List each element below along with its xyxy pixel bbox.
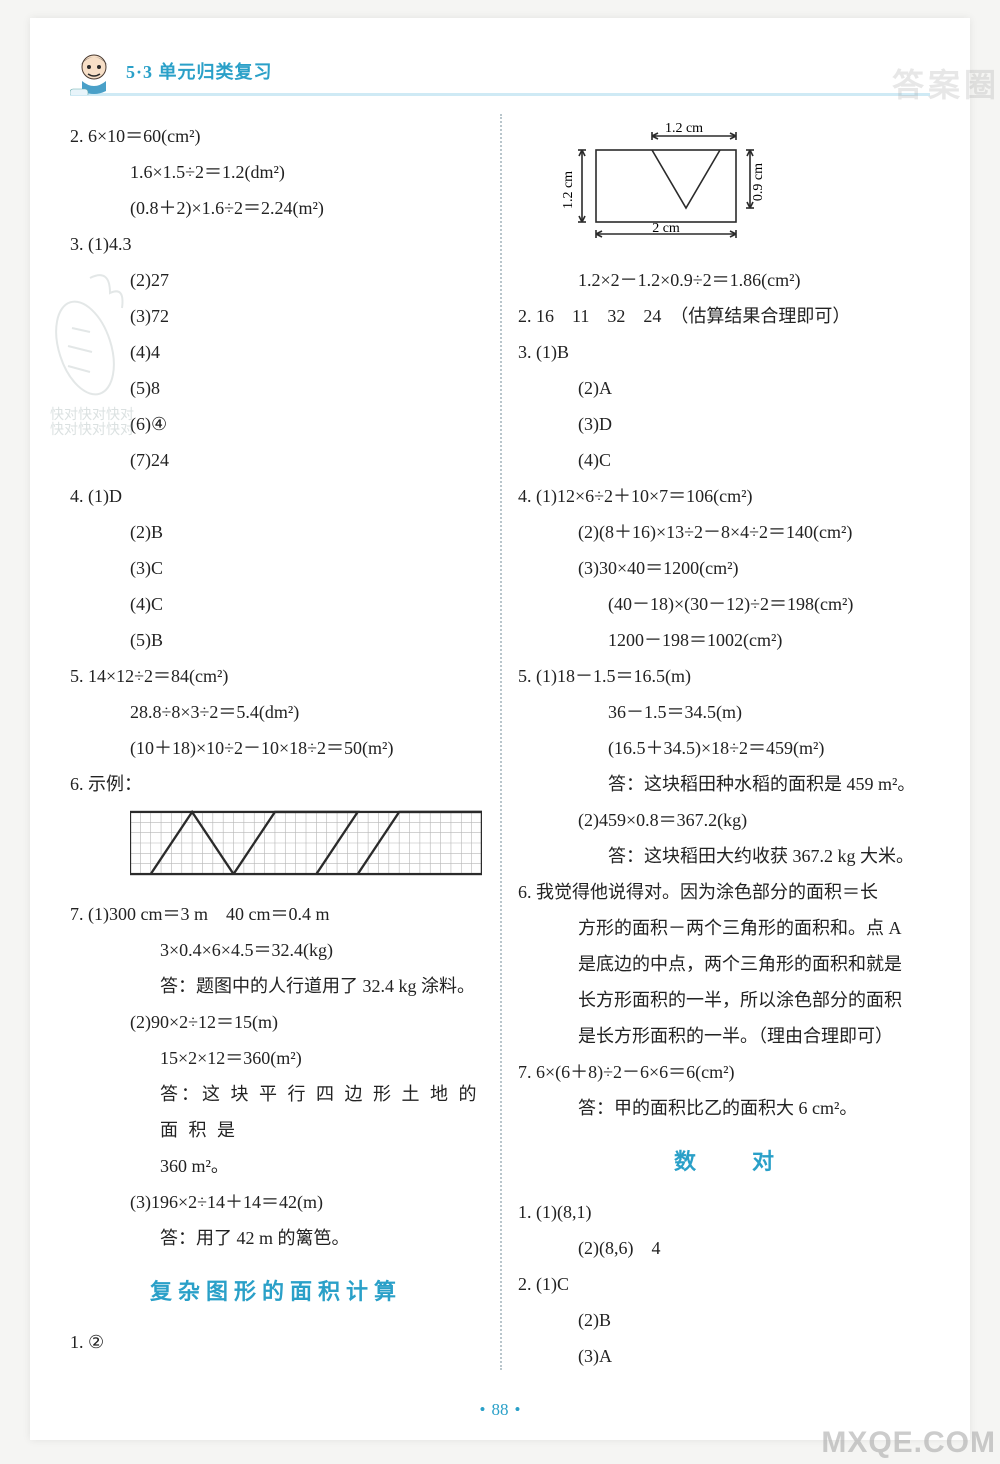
- b-q2-head: 2. (1)C: [518, 1266, 930, 1302]
- q2-line: (0.8＋2)×1.6÷2＝2.24(m²): [70, 190, 482, 226]
- q5-line: (10＋18)×10÷2－10×18÷2＝50(m²): [70, 730, 482, 766]
- right-column: 1.2 cm 1.2 cm 0.9 cm 2 cm 1.2×2－1.2×0.9÷…: [500, 118, 930, 1374]
- q7-answer: 答：这 块 平 行 四 边 形 土 地 的 面 积 是: [70, 1076, 482, 1148]
- header-title: 5·3 单元归类复习: [126, 58, 273, 84]
- carrot-text: 快对快对快对: [50, 408, 140, 423]
- q7-answer: 360 m²。: [70, 1148, 482, 1184]
- grid-figure: [130, 808, 482, 890]
- q4-item: (4)C: [70, 586, 482, 622]
- q3-head: 3. (1)4.3: [70, 226, 482, 262]
- q4-item: (2)B: [70, 514, 482, 550]
- b-q1-head: 1. (1)(8,1): [518, 1194, 930, 1230]
- q7-line: 3×0.4×6×4.5＝32.4(kg): [70, 932, 482, 968]
- q5-line: 5. 14×12÷2＝84(cm²): [70, 658, 482, 694]
- r-q3-head: 3. (1)B: [518, 334, 930, 370]
- r-q5-answer: 答：这块稻田种水稻的面积是 459 m²。: [518, 766, 930, 802]
- r-q3-item: (3)D: [518, 406, 930, 442]
- q2-line: 2. 6×10＝60(cm²): [70, 118, 482, 154]
- watermark-top-right: 答案圈: [892, 60, 1000, 106]
- b-q2-item: (3)A: [518, 1338, 930, 1374]
- header-avatar-icon: [70, 47, 118, 95]
- r-q5-line: (16.5＋34.5)×18÷2＝459(m²): [518, 730, 930, 766]
- q5-line: 28.8÷8×3÷2＝5.4(dm²): [70, 694, 482, 730]
- b-q2-item: (2)B: [518, 1302, 930, 1338]
- r-q4-line: 1200－198＝1002(cm²): [518, 622, 930, 658]
- q7-line: (3)196×2÷14＋14＝42(m): [70, 1184, 482, 1220]
- dim-right: 0.9 cm: [751, 163, 766, 201]
- r-q7-line: 7. 6×(6＋8)÷2－6×6＝6(cm²): [518, 1054, 930, 1090]
- q6-label: 6. 示例：: [70, 766, 482, 802]
- q4-item: (3)C: [70, 550, 482, 586]
- r-q3-item: (4)C: [518, 442, 930, 478]
- carrot-watermark: 快对快对快对 快对快对快对: [50, 268, 140, 439]
- dim-bottom: 2 cm: [652, 221, 680, 236]
- r-q3-item: (2)A: [518, 370, 930, 406]
- q4-head: 4. (1)D: [70, 478, 482, 514]
- page: 5·3 单元归类复习 2. 6×10＝60(cm²) 1.6×1.5÷2＝1.2…: [30, 18, 970, 1440]
- q2-line: 1.6×1.5÷2＝1.2(dm²): [70, 154, 482, 190]
- dim-top: 1.2 cm: [665, 122, 703, 136]
- r-q2: 2. 16 11 32 24 （估算结果合理即可）: [518, 298, 930, 334]
- watermark-bottom-right: MXQE.COM: [821, 1426, 996, 1460]
- page-number: 88: [30, 1400, 970, 1420]
- r-q5-line: 5. (1)18－1.5＝16.5(m): [518, 658, 930, 694]
- q7-line: 7. (1)300 cm＝3 m 40 cm＝0.4 m: [70, 896, 482, 932]
- r-q4-line: 4. (1)12×6÷2＋10×7＝106(cm²): [518, 478, 930, 514]
- header-band: 5·3 单元归类复习: [70, 48, 930, 96]
- r-q4-line: (2)(8＋16)×13÷2－8×4÷2＝140(cm²): [518, 514, 930, 550]
- q3-item: (7)24: [70, 442, 482, 478]
- r-q5-line: 36－1.5＝34.5(m): [518, 694, 930, 730]
- r-q5-answer: 答：这块稻田大约收获 367.2 kg 大米。: [518, 838, 930, 874]
- section-title-part: 数: [674, 1149, 696, 1174]
- q7-line: 15×2×12＝360(m²): [70, 1040, 482, 1076]
- carrot-text: 快对快对快对: [50, 423, 140, 438]
- section-title-complex-area: 复杂图形的面积计算: [70, 1270, 482, 1314]
- dim-left: 1.2 cm: [561, 171, 576, 209]
- q4-item: (5)B: [70, 622, 482, 658]
- q7-answer: 答：用了 42 m 的篱笆。: [70, 1220, 482, 1256]
- b-q1-item: (2)(8,6) 4: [518, 1230, 930, 1266]
- section-title-pairs: 数对: [518, 1140, 930, 1184]
- r-q5-line: (2)459×0.8＝367.2(kg): [518, 802, 930, 838]
- q7-answer: 答：题图中的人行道用了 32.4 kg 涂料。: [70, 968, 482, 1004]
- r-q6-line: 长方形面积的一半，所以涂色部分的面积: [518, 982, 930, 1018]
- content-columns: 2. 6×10＝60(cm²) 1.6×1.5÷2＝1.2(dm²) (0.8＋…: [70, 118, 930, 1374]
- q7-line: (2)90×2÷12＝15(m): [70, 1004, 482, 1040]
- r-q6-line: 是底边的中点，两个三角形的面积和就是: [518, 946, 930, 982]
- r-q6-line: 方形的面积－两个三角形的面积和。点 A: [518, 910, 930, 946]
- r-q7-answer: 答：甲的面积比乙的面积大 6 cm²。: [518, 1090, 930, 1126]
- r-line: 1.2×2－1.2×0.9÷2＝1.86(cm²): [518, 262, 930, 298]
- r-q6-line: 是长方形面积的一半。（理由合理即可）: [518, 1018, 930, 1054]
- r-q4-line: (3)30×40＝1200(cm²): [518, 550, 930, 586]
- r-q4-line: (40－18)×(30－12)÷2＝198(cm²): [518, 586, 930, 622]
- r-q6-line: 6. 我觉得他说得对。因为涂色部分的面积＝长: [518, 874, 930, 910]
- section-title-part: 对: [752, 1149, 774, 1174]
- q1-line: 1. ②: [70, 1324, 482, 1360]
- notch-diagram: 1.2 cm 1.2 cm 0.9 cm 2 cm: [558, 122, 930, 254]
